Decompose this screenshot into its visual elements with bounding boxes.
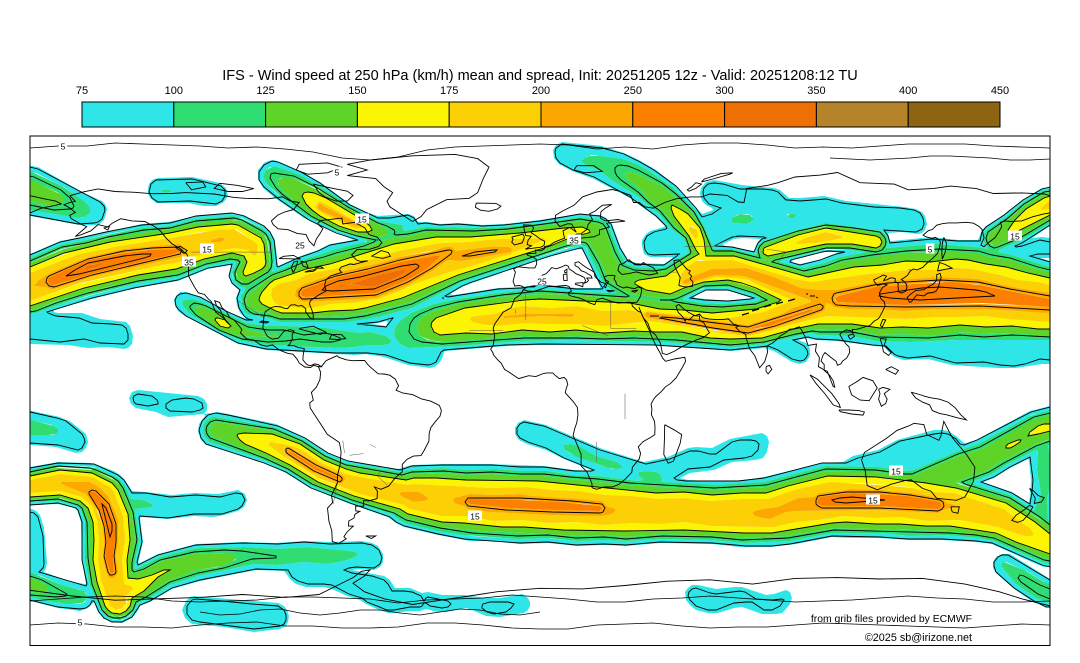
svg-text:15: 15 [1010,232,1020,242]
svg-text:300: 300 [715,85,733,97]
svg-text:450: 450 [991,85,1009,97]
svg-text:15: 15 [470,512,480,522]
svg-text:15: 15 [357,215,367,225]
svg-text:35: 35 [569,236,579,246]
svg-text:150: 150 [348,85,366,97]
svg-text:from grib files provided by EC: from grib files provided by ECMWF [811,614,972,625]
svg-text:75: 75 [76,85,88,97]
svg-text:15: 15 [891,467,901,477]
svg-text:5: 5 [78,618,83,628]
svg-text:100: 100 [165,85,183,97]
svg-text:15: 15 [868,496,878,506]
svg-text:5: 5 [335,168,340,178]
svg-text:5: 5 [61,142,66,152]
svg-text:25: 25 [295,241,305,251]
svg-text:200: 200 [532,85,550,97]
svg-text:15: 15 [202,245,212,255]
svg-text:250: 250 [624,85,642,97]
svg-text:IFS - Wind speed at 250 hPa (k: IFS - Wind speed at 250 hPa (km/h) mean … [222,68,857,84]
svg-text:350: 350 [807,85,825,97]
svg-text:125: 125 [256,85,274,97]
svg-text:25: 25 [537,277,547,287]
svg-text:5: 5 [928,245,933,255]
svg-text:©2025 sb@irizone.net: ©2025 sb@irizone.net [865,632,972,644]
svg-text:175: 175 [440,85,458,97]
svg-text:35: 35 [184,258,194,268]
svg-text:400: 400 [899,85,917,97]
